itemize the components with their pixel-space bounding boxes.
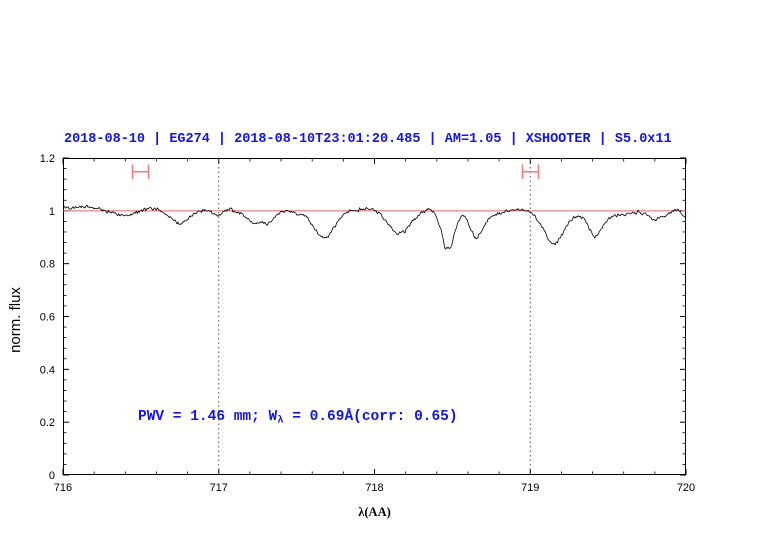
svg-text:720: 720 [677, 482, 695, 494]
svg-text:0.2: 0.2 [40, 417, 55, 429]
svg-text:718: 718 [365, 482, 383, 494]
svg-text:1: 1 [49, 206, 55, 218]
svg-text:717: 717 [210, 482, 228, 494]
svg-text:λ(AA): λ(AA) [358, 505, 391, 519]
svg-text:719: 719 [521, 482, 539, 494]
svg-text:PWV = 1.46 mm; Wλ = 0.69Å(corr: PWV = 1.46 mm; Wλ = 0.69Å(corr: 0.65) [138, 408, 458, 426]
svg-text:0.4: 0.4 [40, 364, 55, 376]
svg-text:1.2: 1.2 [40, 153, 55, 165]
svg-text:0.6: 0.6 [40, 312, 55, 324]
svg-text:716: 716 [54, 482, 72, 494]
svg-text:norm. flux: norm. flux [7, 287, 24, 353]
svg-text:0.8: 0.8 [40, 259, 55, 271]
svg-text:2018-08-10 | EG274 | 2018-08-1: 2018-08-10 | EG274 | 2018-08-10T23:01:20… [64, 132, 672, 147]
svg-text:0: 0 [49, 470, 55, 482]
